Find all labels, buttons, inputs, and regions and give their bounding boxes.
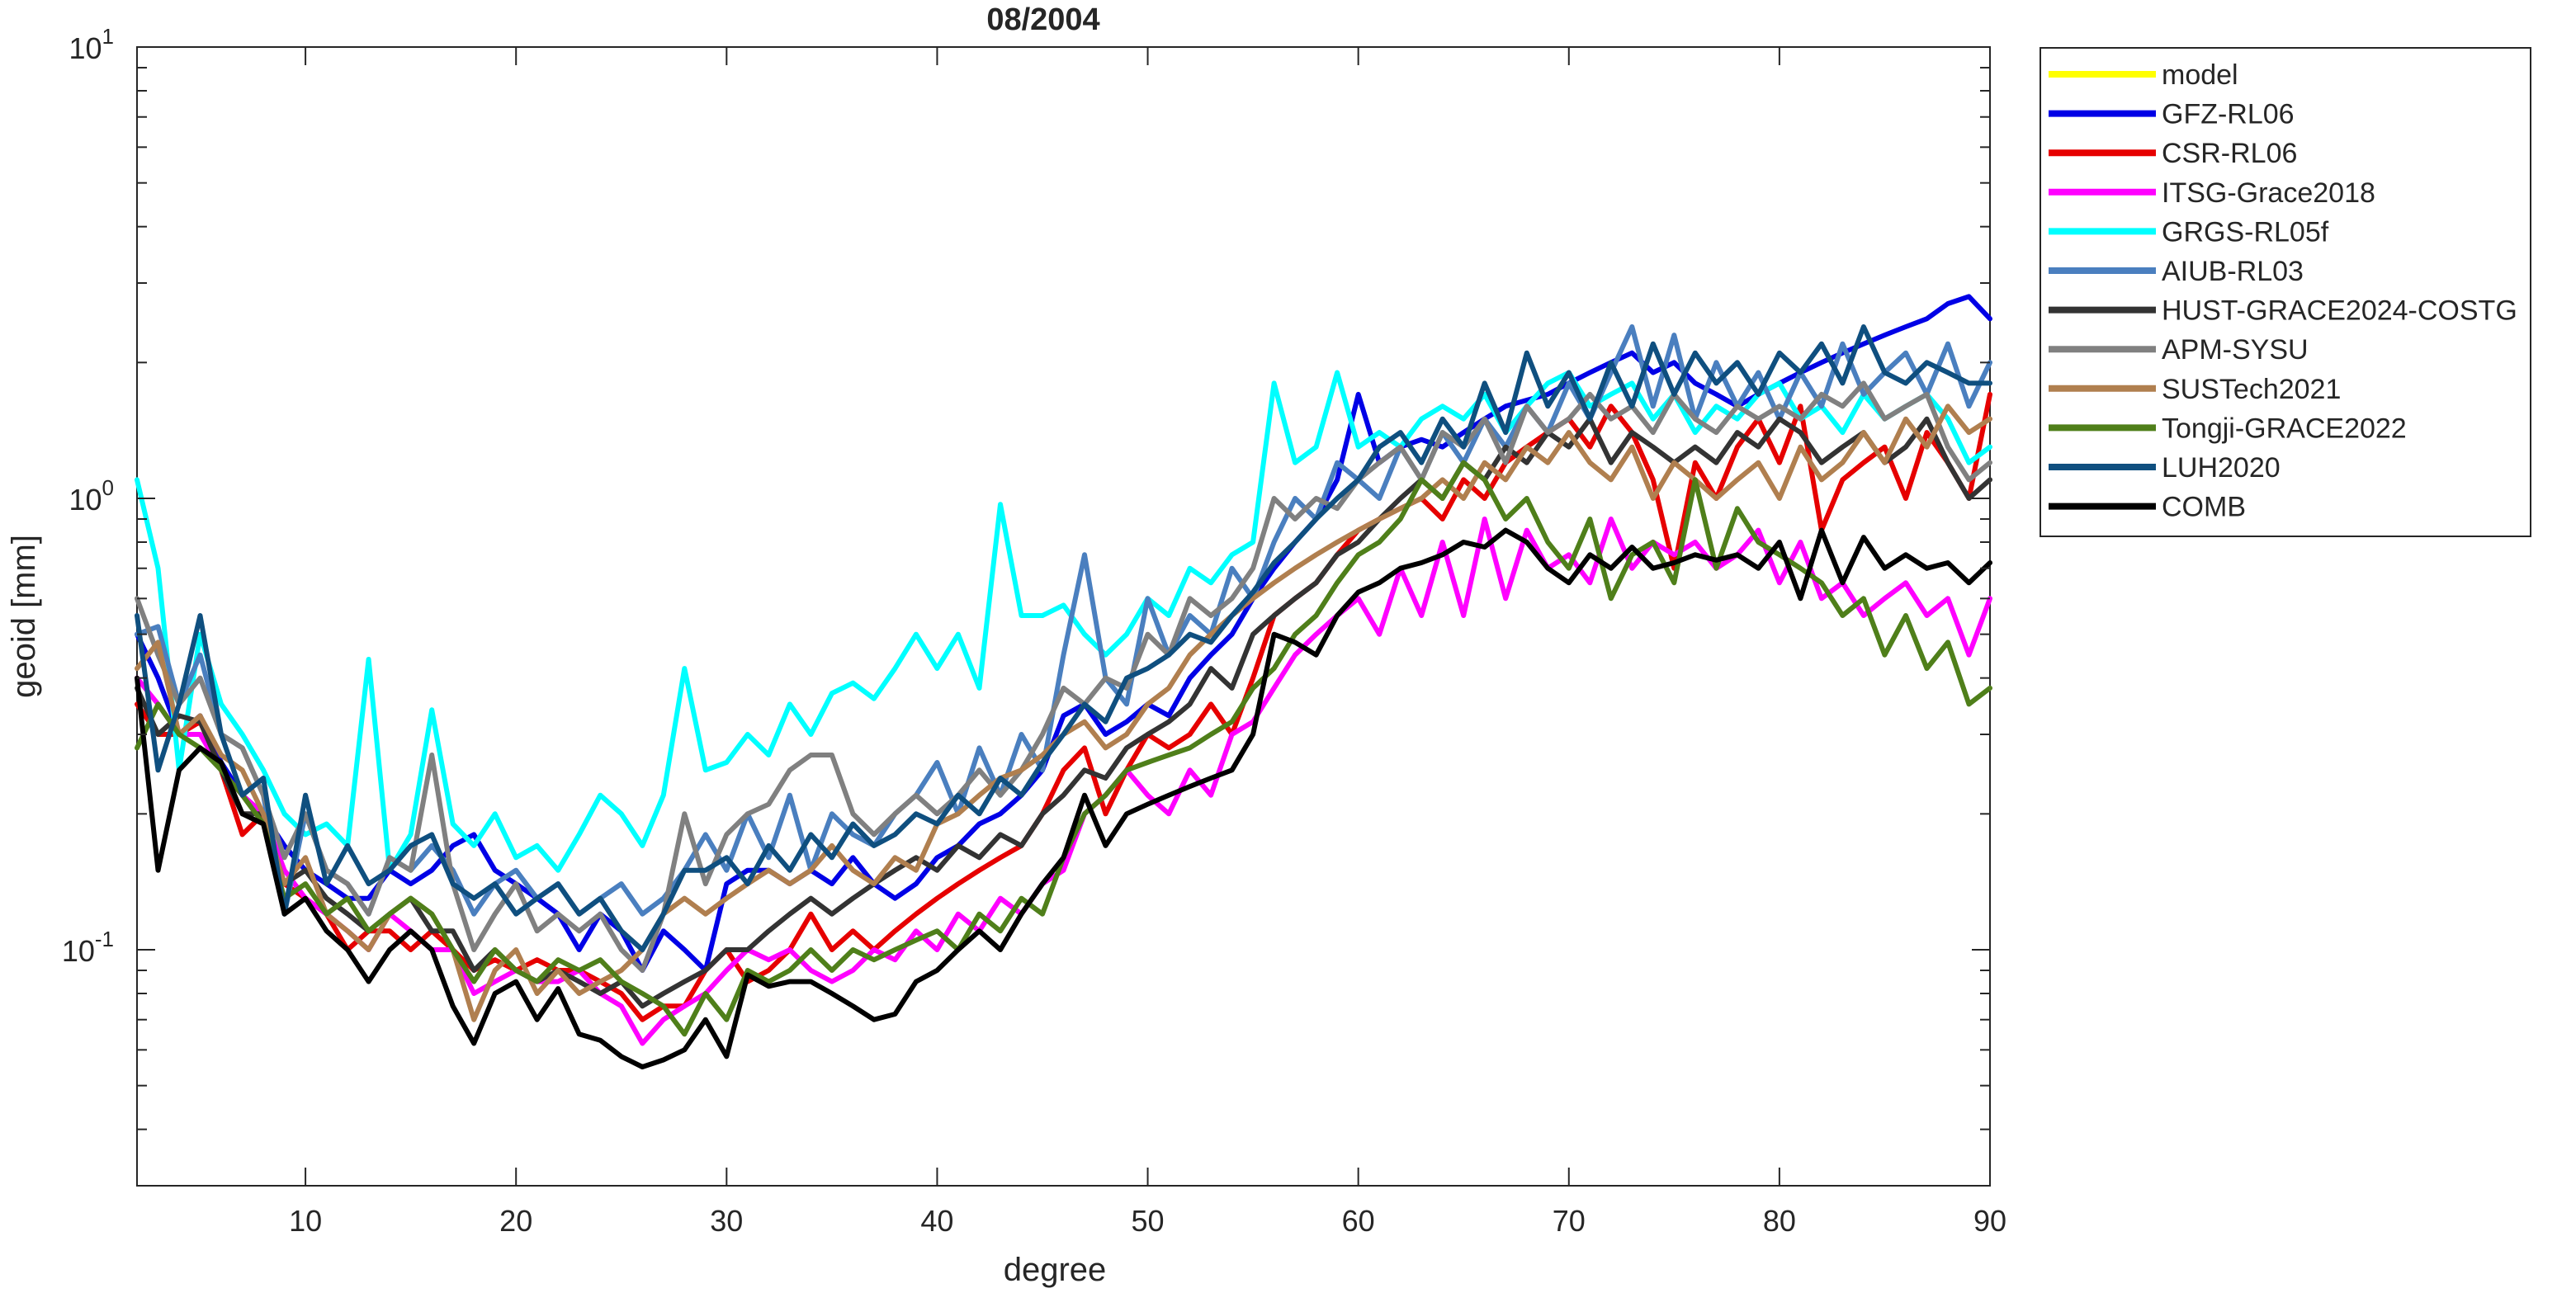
x-tick-label: 70: [1553, 1204, 1586, 1238]
legend-label-tongji-grace2022: Tongji-GRACE2022: [2162, 413, 2407, 444]
axis-ticks: 10 20 30 40 50 60 70 80 90 10-1 100 101: [62, 24, 2006, 1238]
series-layer: [135, 294, 1992, 1069]
x-tick-label: 90: [1973, 1204, 2006, 1238]
legend-label-sustech2021: SUSTech2021: [2162, 374, 2341, 405]
y-tick-label: 101: [69, 24, 114, 65]
legend-label-hust-grace2024-costg: HUST-GRACE2024-COSTG: [2162, 295, 2517, 327]
x-tick-label: 40: [920, 1204, 953, 1238]
legend-label-itsg-grace2018: ITSG-Grace2018: [2162, 177, 2375, 209]
series-line-grgs-rl05f: [135, 370, 1992, 873]
plot-area: [136, 46, 1991, 1187]
x-tick-label: 10: [289, 1204, 322, 1238]
legend-label-csr-rl06: CSR-RL06: [2162, 138, 2297, 169]
x-axis-label: degree: [1004, 1252, 1107, 1288]
x-tick-label: 80: [1763, 1204, 1796, 1238]
x-tick-label: 30: [710, 1204, 743, 1238]
series-line-csr-rl06: [135, 391, 1992, 1022]
y-axis-label: geoid [mm]: [6, 535, 42, 698]
x-tick-label: 60: [1342, 1204, 1375, 1238]
legend-label-gfz-rl06: GFZ-RL06: [2162, 99, 2295, 130]
legend-box: [2040, 47, 2531, 537]
series-line-apm-sysu: [135, 380, 1992, 973]
y-tick-label: 100: [69, 475, 114, 517]
legend-label-luh2020: LUH2020: [2162, 452, 2281, 484]
series-line-luh2020: [135, 324, 1992, 952]
x-tick-label: 20: [499, 1204, 532, 1238]
y-tick-label: 10-1: [62, 927, 114, 968]
series-line-hust-grace2024-costg: [135, 416, 1992, 1009]
series-line-comb: [135, 527, 1992, 1069]
legend-label-apm-sysu: APM-SYSU: [2162, 334, 2309, 366]
chart-title: 08/2004: [986, 2, 1099, 37]
legend-label-aiub-rl03: AIUB-RL03: [2162, 256, 2304, 287]
x-tick-label: 50: [1132, 1204, 1165, 1238]
legend-label-grgs-rl05f: GRGS-RL05f: [2162, 216, 2329, 248]
legend: model GFZ-RL06 CSR-RL06 ITSG-Grace2018 GRGS-…: [2040, 47, 2531, 537]
legend-label-comb: COMB: [2162, 492, 2246, 523]
legend-label-model: model: [2162, 59, 2238, 91]
